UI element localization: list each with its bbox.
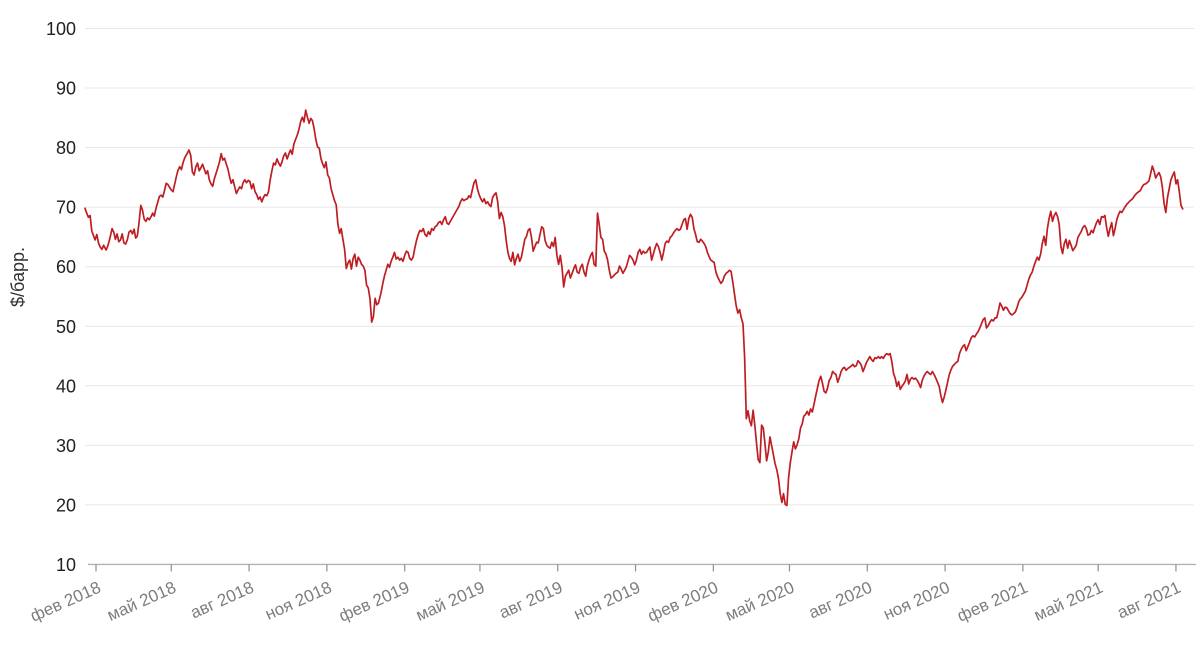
x-tick-label: май 2019 — [413, 578, 488, 625]
x-tick-label: фев 2020 — [645, 578, 721, 626]
x-tick-label: авг 2021 — [1114, 578, 1183, 623]
gridlines — [85, 28, 1194, 506]
y-tick-label-100: 100 — [46, 19, 76, 39]
x-tick-label: авг 2018 — [188, 578, 257, 623]
x-tick-label: май 2020 — [723, 578, 798, 625]
y-tick-label-60: 60 — [56, 257, 76, 277]
y-tick-label-10: 10 — [56, 555, 76, 575]
x-axis — [88, 563, 1196, 572]
y-tick-label-90: 90 — [56, 79, 76, 99]
price-line-series — [84, 109, 1184, 507]
x-tick-label: фев 2018 — [27, 578, 103, 626]
x-tick-label: фев 2021 — [954, 578, 1030, 626]
x-tick-label: ноя 2020 — [880, 578, 952, 624]
x-tick-label: фев 2019 — [336, 578, 412, 626]
x-tick-label: май 2018 — [104, 578, 179, 625]
x-tick-label: авг 2020 — [806, 578, 875, 623]
y-tick-label-80: 80 — [56, 138, 76, 158]
x-tick-label: май 2021 — [1031, 578, 1106, 625]
y-axis-tick-labels: 100 90 80 70 60 50 40 30 20 10 — [46, 19, 76, 575]
y-tick-label-20: 20 — [56, 495, 76, 515]
y-axis-title: $/барр. — [8, 247, 28, 307]
y-tick-label-40: 40 — [56, 376, 76, 396]
y-tick-label-30: 30 — [56, 436, 76, 456]
y-tick-label-50: 50 — [56, 317, 76, 337]
x-tick-label: авг 2019 — [496, 578, 565, 623]
x-axis-tick-labels: фев 2018 май 2018 авг 2018 ноя 2018 фев 2019… — [27, 578, 1183, 626]
y-tick-label-70: 70 — [56, 198, 76, 218]
x-tick-label: ноя 2019 — [571, 578, 643, 624]
x-tick-label: ноя 2018 — [262, 578, 334, 624]
